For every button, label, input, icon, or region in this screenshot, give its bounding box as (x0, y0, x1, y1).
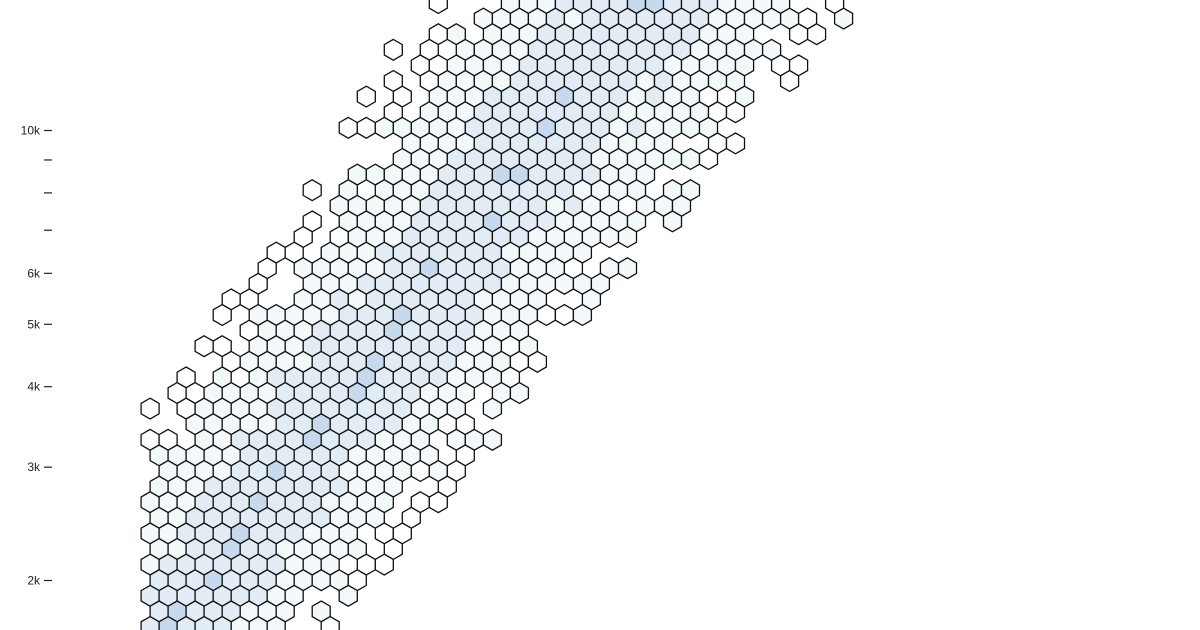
hex-cell-373 (554, 272, 575, 295)
hex-cell-393 (212, 303, 232, 327)
hex-cell-672 (374, 553, 394, 576)
hex-cell-75 (383, 38, 403, 61)
hex-cell-712 (320, 615, 340, 630)
hex-cell-174 (338, 116, 358, 139)
y-tick-label-1: 3k (27, 460, 41, 474)
hex-cell-229 (698, 147, 719, 171)
hexbin-cells (140, 0, 854, 630)
hex-cell-175 (356, 116, 376, 139)
y-tick-label-8: 10k (21, 124, 41, 138)
hex-cell-228 (680, 147, 701, 171)
hex-cell-410 (536, 303, 557, 327)
hex-cell-74 (806, 23, 827, 46)
hex-cell-247 (302, 179, 322, 202)
hex-cell-411 (554, 303, 575, 327)
hex-cell-519 (482, 397, 503, 420)
hex-cell-618 (428, 491, 448, 514)
hex-cell-711 (266, 615, 286, 630)
hex-cell-321 (617, 225, 638, 249)
y-tick-label-0: 2k (27, 574, 41, 588)
hex-cell-18 (428, 0, 448, 15)
hex-cell-682 (311, 569, 331, 592)
hex-cell-502 (140, 397, 160, 420)
y-tick-label-3: 5k (27, 317, 41, 331)
hex-cell-52 (761, 7, 782, 30)
hex-cell-176 (374, 116, 394, 139)
hex-cell-357 (617, 257, 638, 280)
hex-cell-55 (833, 7, 854, 30)
hex-cell-193 (680, 116, 701, 139)
hex-cell-501 (509, 381, 530, 405)
hex-cell-412 (572, 303, 593, 327)
y-tick-label-2: 4k (27, 380, 41, 394)
hex-cell-135 (779, 69, 800, 93)
hex-cell-694 (338, 584, 358, 607)
hex-cell-320 (599, 225, 620, 249)
hex-cell-73 (788, 23, 809, 46)
hex-cell-173 (725, 101, 746, 124)
hex-cell-553 (482, 428, 503, 451)
hex-cell-429 (194, 335, 214, 358)
hex-cell-136 (356, 85, 376, 108)
hex-cell-227 (662, 147, 683, 171)
hex-cell-464 (527, 350, 548, 373)
hex-cell-585 (410, 459, 430, 483)
hex-cell-211 (725, 132, 746, 155)
hex-cell-303 (662, 210, 683, 233)
y-axis: 2k 3k 4k 5k 6k 10k (21, 124, 52, 588)
y-tick-label-4: 6k (27, 266, 41, 280)
